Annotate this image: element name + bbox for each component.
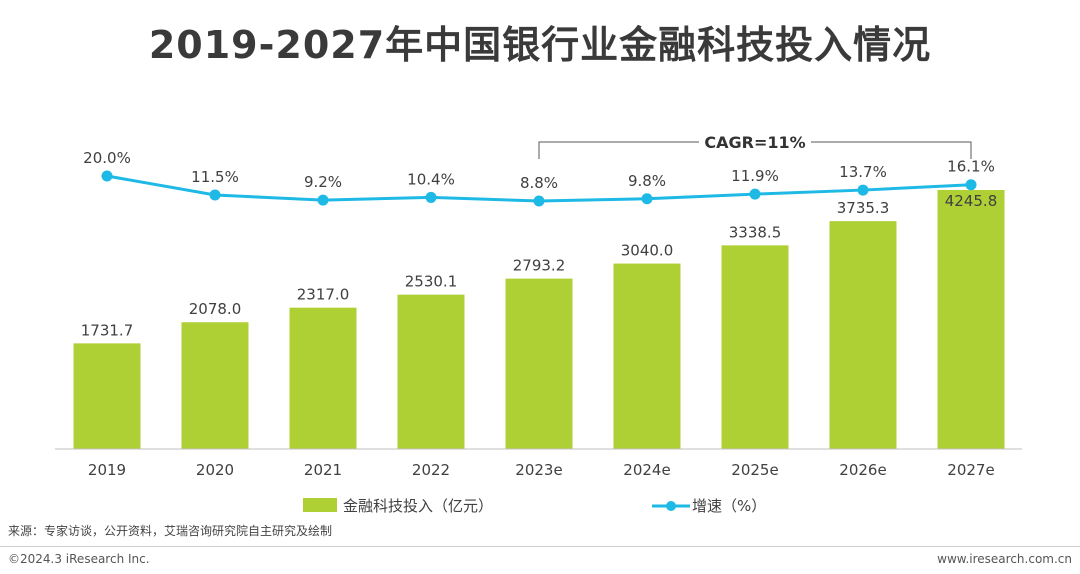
x-tick-label: 2022 — [412, 461, 450, 479]
growth-value-label: 16.1% — [947, 158, 995, 176]
cagr-label-bg — [699, 130, 811, 152]
growth-point — [317, 194, 329, 206]
source-note: 来源：专家访谈，公开资料，艾瑞咨询研究院自主研究及绘制 — [8, 524, 333, 538]
growth-value-label: 11.5% — [191, 168, 239, 186]
x-tick-label: 2021 — [304, 461, 342, 479]
growth-point — [965, 179, 977, 191]
bar — [721, 245, 789, 449]
growth-point — [749, 188, 761, 200]
bar — [73, 343, 141, 449]
bar — [397, 294, 465, 449]
x-tick-label: 2020 — [196, 461, 234, 479]
growth-point — [209, 189, 221, 201]
growth-value-label: 13.7% — [839, 163, 887, 181]
growth-point — [425, 191, 437, 203]
growth-value-label: 9.8% — [628, 172, 666, 190]
bar-value-label: 3040.0 — [621, 242, 674, 260]
legend-line-label: 增速（%） — [692, 497, 766, 515]
bar-value-label: 2530.1 — [405, 273, 458, 291]
growth-value-label: 10.4% — [407, 170, 455, 188]
growth-point — [533, 195, 545, 207]
x-tick-label: 2019 — [88, 461, 126, 479]
bar-value-label: 4245.8 — [945, 192, 998, 210]
legend-line-marker — [666, 501, 676, 511]
growth-value-label: 9.2% — [304, 173, 342, 191]
x-tick-label: 2026e — [839, 461, 886, 479]
bar-value-label: 2078.0 — [189, 300, 242, 318]
bar-value-label: 2793.2 — [513, 257, 566, 275]
x-tick-label: 2023e — [515, 461, 562, 479]
legend-bar-swatch — [303, 498, 337, 512]
bar — [505, 278, 573, 449]
x-tick-label: 2025e — [731, 461, 778, 479]
x-tick-label: 2024e — [623, 461, 670, 479]
bar — [289, 307, 357, 449]
chart-title: 2019-2027年中国银行业金融科技投入情况 — [148, 23, 932, 67]
growth-value-label: 8.8% — [520, 174, 558, 192]
bar — [181, 322, 249, 449]
bar-value-label: 3735.3 — [837, 199, 890, 217]
x-tick-label: 2027e — [947, 461, 994, 479]
chart-area: 1731.7 2078.0 2317.0 2530.1 2793.2 3040.0 3338… — [55, 130, 1022, 515]
footer-divider — [0, 546, 1080, 547]
copyright-text: ©2024.3 iResearch Inc. — [8, 552, 150, 566]
growth-value-label: 20.0% — [83, 149, 131, 167]
cagr-label: CAGR=11% — [704, 133, 805, 152]
bar — [937, 190, 1005, 449]
bar-value-label: 1731.7 — [81, 321, 134, 339]
bar-value-label: 3338.5 — [729, 223, 782, 241]
legend-bar-label: 金融科技投入（亿元） — [343, 497, 493, 515]
bar — [829, 221, 897, 449]
bar — [613, 263, 681, 449]
growth-point — [857, 184, 869, 196]
bar-value-label: 2317.0 — [297, 286, 350, 304]
website-text: www.iresearch.com.cn — [937, 552, 1072, 566]
growth-point — [641, 193, 653, 205]
growth-point — [101, 170, 113, 182]
growth-value-label: 11.9% — [731, 167, 779, 185]
